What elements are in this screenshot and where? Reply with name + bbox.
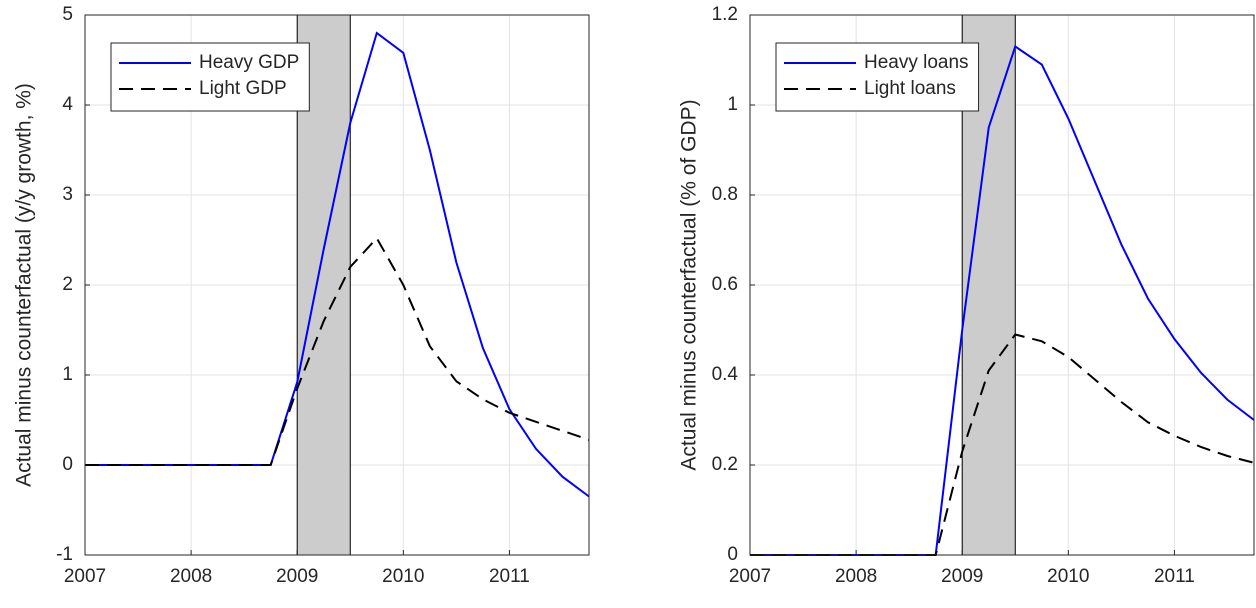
y-axis-label: Actual minus counterfactual (% of GDP) [678, 99, 701, 470]
y-tick-label: 5 [62, 4, 73, 25]
y-tick-label: 0.6 [712, 274, 738, 295]
y-tick-label: 1 [727, 94, 738, 115]
x-tick-label: 2010 [1047, 566, 1089, 587]
y-tick-label: -1 [56, 544, 73, 565]
legend-box [775, 42, 980, 112]
y-tick-label: 0.4 [712, 364, 739, 385]
plot-area: 2007 2008 2009 2010 2011 -1 0 1 2 3 4 5 Actual minus… [13, 4, 590, 587]
series-line [750, 333, 1255, 556]
legend-label: Heavy loans [864, 52, 969, 73]
y-tick-label: 0.2 [712, 454, 738, 475]
x-tick-label: 2007 [64, 566, 106, 587]
x-tick-label: 2007 [729, 566, 771, 587]
y-tick-label: 1.2 [712, 4, 738, 25]
legend-label: Light loans [864, 78, 956, 99]
legend-label: Light GDP [199, 78, 287, 99]
legend-box [110, 42, 310, 112]
series-line [85, 31, 590, 498]
y-tick-label: 3 [62, 184, 73, 205]
x-tick-label: 2011 [489, 566, 530, 587]
y-tick-label: 0 [62, 454, 73, 475]
legend: Heavy GDP Light GDP [110, 42, 310, 112]
x-tick-label: 2011 [1154, 566, 1195, 587]
x-tick-label: 2010 [382, 566, 424, 587]
y-tick-label: 0 [727, 544, 738, 565]
y-tick-label: 4 [62, 94, 73, 115]
legend-label: Heavy GDP [199, 52, 299, 73]
x-tick-label: 2009 [276, 566, 318, 587]
legend: Heavy loans Light loans [775, 42, 980, 112]
axes-box [749, 14, 1255, 556]
y-tick-label: 1 [62, 364, 73, 385]
axes-box [84, 14, 590, 556]
x-tick-label: 2008 [170, 566, 212, 587]
x-tick-label: 2009 [941, 566, 983, 587]
y-axis-label: Actual minus counterfactual (y/y growth,… [13, 83, 36, 487]
y-tick-label: 2 [62, 274, 73, 295]
y-tick-label: 0.8 [712, 184, 738, 205]
x-tick-label: 2008 [835, 566, 877, 587]
